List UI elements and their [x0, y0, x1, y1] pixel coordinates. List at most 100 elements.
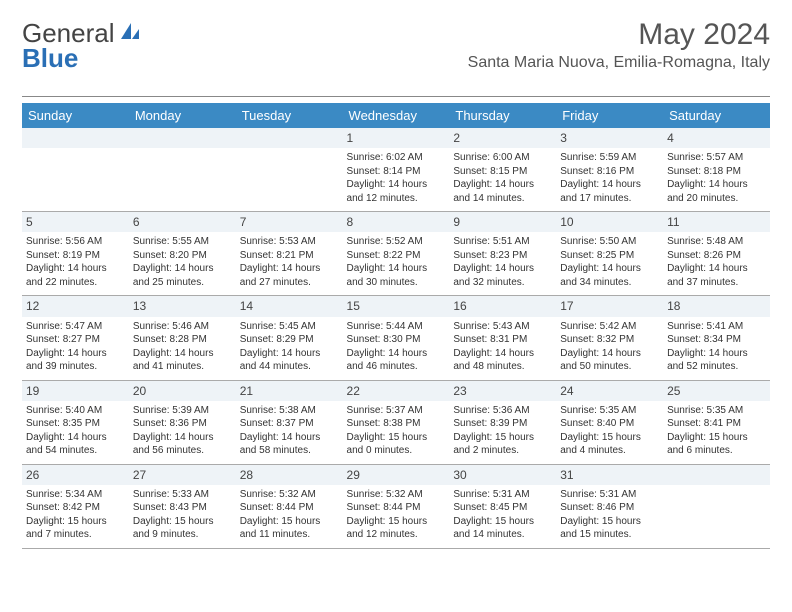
sunrise-line: Sunrise: 5:46 AM — [133, 320, 232, 334]
sunset-line: Sunset: 8:42 PM — [26, 501, 125, 515]
day-number: 4 — [663, 128, 770, 148]
calendar-day-cell: 15Sunrise: 5:44 AMSunset: 8:30 PMDayligh… — [343, 296, 450, 380]
sunrise-line: Sunrise: 5:42 AM — [560, 320, 659, 334]
sunset-line: Sunset: 8:44 PM — [347, 501, 446, 515]
daylight-line: Daylight: 14 hours and 25 minutes. — [133, 262, 232, 289]
sunrise-line: Sunrise: 5:53 AM — [240, 235, 339, 249]
sunset-line: Sunset: 8:18 PM — [667, 165, 766, 179]
day-number: 21 — [236, 381, 343, 401]
sail-icon — [119, 21, 141, 43]
calendar-day-cell: 23Sunrise: 5:36 AMSunset: 8:39 PMDayligh… — [449, 380, 556, 464]
daylight-line: Daylight: 14 hours and 37 minutes. — [667, 262, 766, 289]
sunset-line: Sunset: 8:31 PM — [453, 333, 552, 347]
calendar-day-cell: 12Sunrise: 5:47 AMSunset: 8:27 PMDayligh… — [22, 296, 129, 380]
day-number: 8 — [343, 212, 450, 232]
day-number: 2 — [449, 128, 556, 148]
daylight-line: Daylight: 14 hours and 14 minutes. — [453, 178, 552, 205]
calendar-body: 1Sunrise: 6:02 AMSunset: 8:14 PMDaylight… — [22, 128, 770, 548]
day-number: 15 — [343, 296, 450, 316]
day-number: 22 — [343, 381, 450, 401]
sunrise-line: Sunrise: 5:31 AM — [560, 488, 659, 502]
calendar-day-cell: 25Sunrise: 5:35 AMSunset: 8:41 PMDayligh… — [663, 380, 770, 464]
calendar-day-cell: 10Sunrise: 5:50 AMSunset: 8:25 PMDayligh… — [556, 212, 663, 296]
day-number-empty — [236, 128, 343, 148]
sunrise-line: Sunrise: 5:51 AM — [453, 235, 552, 249]
calendar-day-cell: 26Sunrise: 5:34 AMSunset: 8:42 PMDayligh… — [22, 464, 129, 548]
sunrise-line: Sunrise: 5:55 AM — [133, 235, 232, 249]
sunrise-line: Sunrise: 5:37 AM — [347, 404, 446, 418]
sunrise-line: Sunrise: 5:35 AM — [560, 404, 659, 418]
day-number: 26 — [22, 465, 129, 485]
sunrise-line: Sunrise: 5:48 AM — [667, 235, 766, 249]
sunrise-line: Sunrise: 5:31 AM — [453, 488, 552, 502]
sunrise-line: Sunrise: 5:56 AM — [26, 235, 125, 249]
sunset-line: Sunset: 8:19 PM — [26, 249, 125, 263]
day-number: 10 — [556, 212, 663, 232]
day-number: 20 — [129, 381, 236, 401]
weekday-header: Monday — [129, 103, 236, 128]
sunset-line: Sunset: 8:28 PM — [133, 333, 232, 347]
sunset-line: Sunset: 8:37 PM — [240, 417, 339, 431]
sunrise-line: Sunrise: 5:36 AM — [453, 404, 552, 418]
calendar-day-cell: 9Sunrise: 5:51 AMSunset: 8:23 PMDaylight… — [449, 212, 556, 296]
sunrise-line: Sunrise: 5:43 AM — [453, 320, 552, 334]
day-number: 5 — [22, 212, 129, 232]
sunset-line: Sunset: 8:26 PM — [667, 249, 766, 263]
daylight-line: Daylight: 15 hours and 11 minutes. — [240, 515, 339, 542]
daylight-line: Daylight: 14 hours and 41 minutes. — [133, 347, 232, 374]
calendar-week-row: 19Sunrise: 5:40 AMSunset: 8:35 PMDayligh… — [22, 380, 770, 464]
sunset-line: Sunset: 8:40 PM — [560, 417, 659, 431]
sunrise-line: Sunrise: 5:52 AM — [347, 235, 446, 249]
daylight-line: Daylight: 14 hours and 46 minutes. — [347, 347, 446, 374]
calendar-day-cell: 7Sunrise: 5:53 AMSunset: 8:21 PMDaylight… — [236, 212, 343, 296]
daylight-line: Daylight: 14 hours and 56 minutes. — [133, 431, 232, 458]
sunset-line: Sunset: 8:44 PM — [240, 501, 339, 515]
sunset-line: Sunset: 8:25 PM — [560, 249, 659, 263]
weekday-header: Tuesday — [236, 103, 343, 128]
calendar-day-cell: 17Sunrise: 5:42 AMSunset: 8:32 PMDayligh… — [556, 296, 663, 380]
daylight-line: Daylight: 15 hours and 15 minutes. — [560, 515, 659, 542]
calendar-day-cell: 16Sunrise: 5:43 AMSunset: 8:31 PMDayligh… — [449, 296, 556, 380]
daylight-line: Daylight: 15 hours and 0 minutes. — [347, 431, 446, 458]
sunset-line: Sunset: 8:27 PM — [26, 333, 125, 347]
header-rule — [22, 96, 770, 97]
day-number: 13 — [129, 296, 236, 316]
daylight-line: Daylight: 14 hours and 20 minutes. — [667, 178, 766, 205]
day-number: 1 — [343, 128, 450, 148]
sunrise-line: Sunrise: 5:38 AM — [240, 404, 339, 418]
sunset-line: Sunset: 8:21 PM — [240, 249, 339, 263]
daylight-line: Daylight: 15 hours and 12 minutes. — [347, 515, 446, 542]
sunrise-line: Sunrise: 5:34 AM — [26, 488, 125, 502]
sunset-line: Sunset: 8:32 PM — [560, 333, 659, 347]
sunrise-line: Sunrise: 5:45 AM — [240, 320, 339, 334]
calendar-table: SundayMondayTuesdayWednesdayThursdayFrid… — [22, 103, 770, 549]
sunset-line: Sunset: 8:29 PM — [240, 333, 339, 347]
weekday-header: Friday — [556, 103, 663, 128]
sunset-line: Sunset: 8:35 PM — [26, 417, 125, 431]
sunrise-line: Sunrise: 5:47 AM — [26, 320, 125, 334]
calendar-day-cell: 20Sunrise: 5:39 AMSunset: 8:36 PMDayligh… — [129, 380, 236, 464]
sunset-line: Sunset: 8:43 PM — [133, 501, 232, 515]
day-number: 31 — [556, 465, 663, 485]
calendar-day-cell: 11Sunrise: 5:48 AMSunset: 8:26 PMDayligh… — [663, 212, 770, 296]
header: General May 2024 Santa Maria Nuova, Emil… — [22, 18, 770, 72]
daylight-line: Daylight: 14 hours and 58 minutes. — [240, 431, 339, 458]
daylight-line: Daylight: 15 hours and 2 minutes. — [453, 431, 552, 458]
daylight-line: Daylight: 15 hours and 6 minutes. — [667, 431, 766, 458]
day-number: 14 — [236, 296, 343, 316]
calendar-day-cell: 6Sunrise: 5:55 AMSunset: 8:20 PMDaylight… — [129, 212, 236, 296]
calendar-day-cell — [663, 464, 770, 548]
day-number: 7 — [236, 212, 343, 232]
calendar-day-cell — [22, 128, 129, 212]
daylight-line: Daylight: 14 hours and 50 minutes. — [560, 347, 659, 374]
sunrise-line: Sunrise: 5:39 AM — [133, 404, 232, 418]
calendar-day-cell — [236, 128, 343, 212]
brand-part2: Blue — [22, 43, 78, 74]
sunrise-line: Sunrise: 5:41 AM — [667, 320, 766, 334]
calendar-day-cell: 19Sunrise: 5:40 AMSunset: 8:35 PMDayligh… — [22, 380, 129, 464]
sunset-line: Sunset: 8:30 PM — [347, 333, 446, 347]
sunrise-line: Sunrise: 5:57 AM — [667, 151, 766, 165]
day-number: 27 — [129, 465, 236, 485]
calendar-day-cell: 3Sunrise: 5:59 AMSunset: 8:16 PMDaylight… — [556, 128, 663, 212]
sunrise-line: Sunrise: 5:32 AM — [240, 488, 339, 502]
